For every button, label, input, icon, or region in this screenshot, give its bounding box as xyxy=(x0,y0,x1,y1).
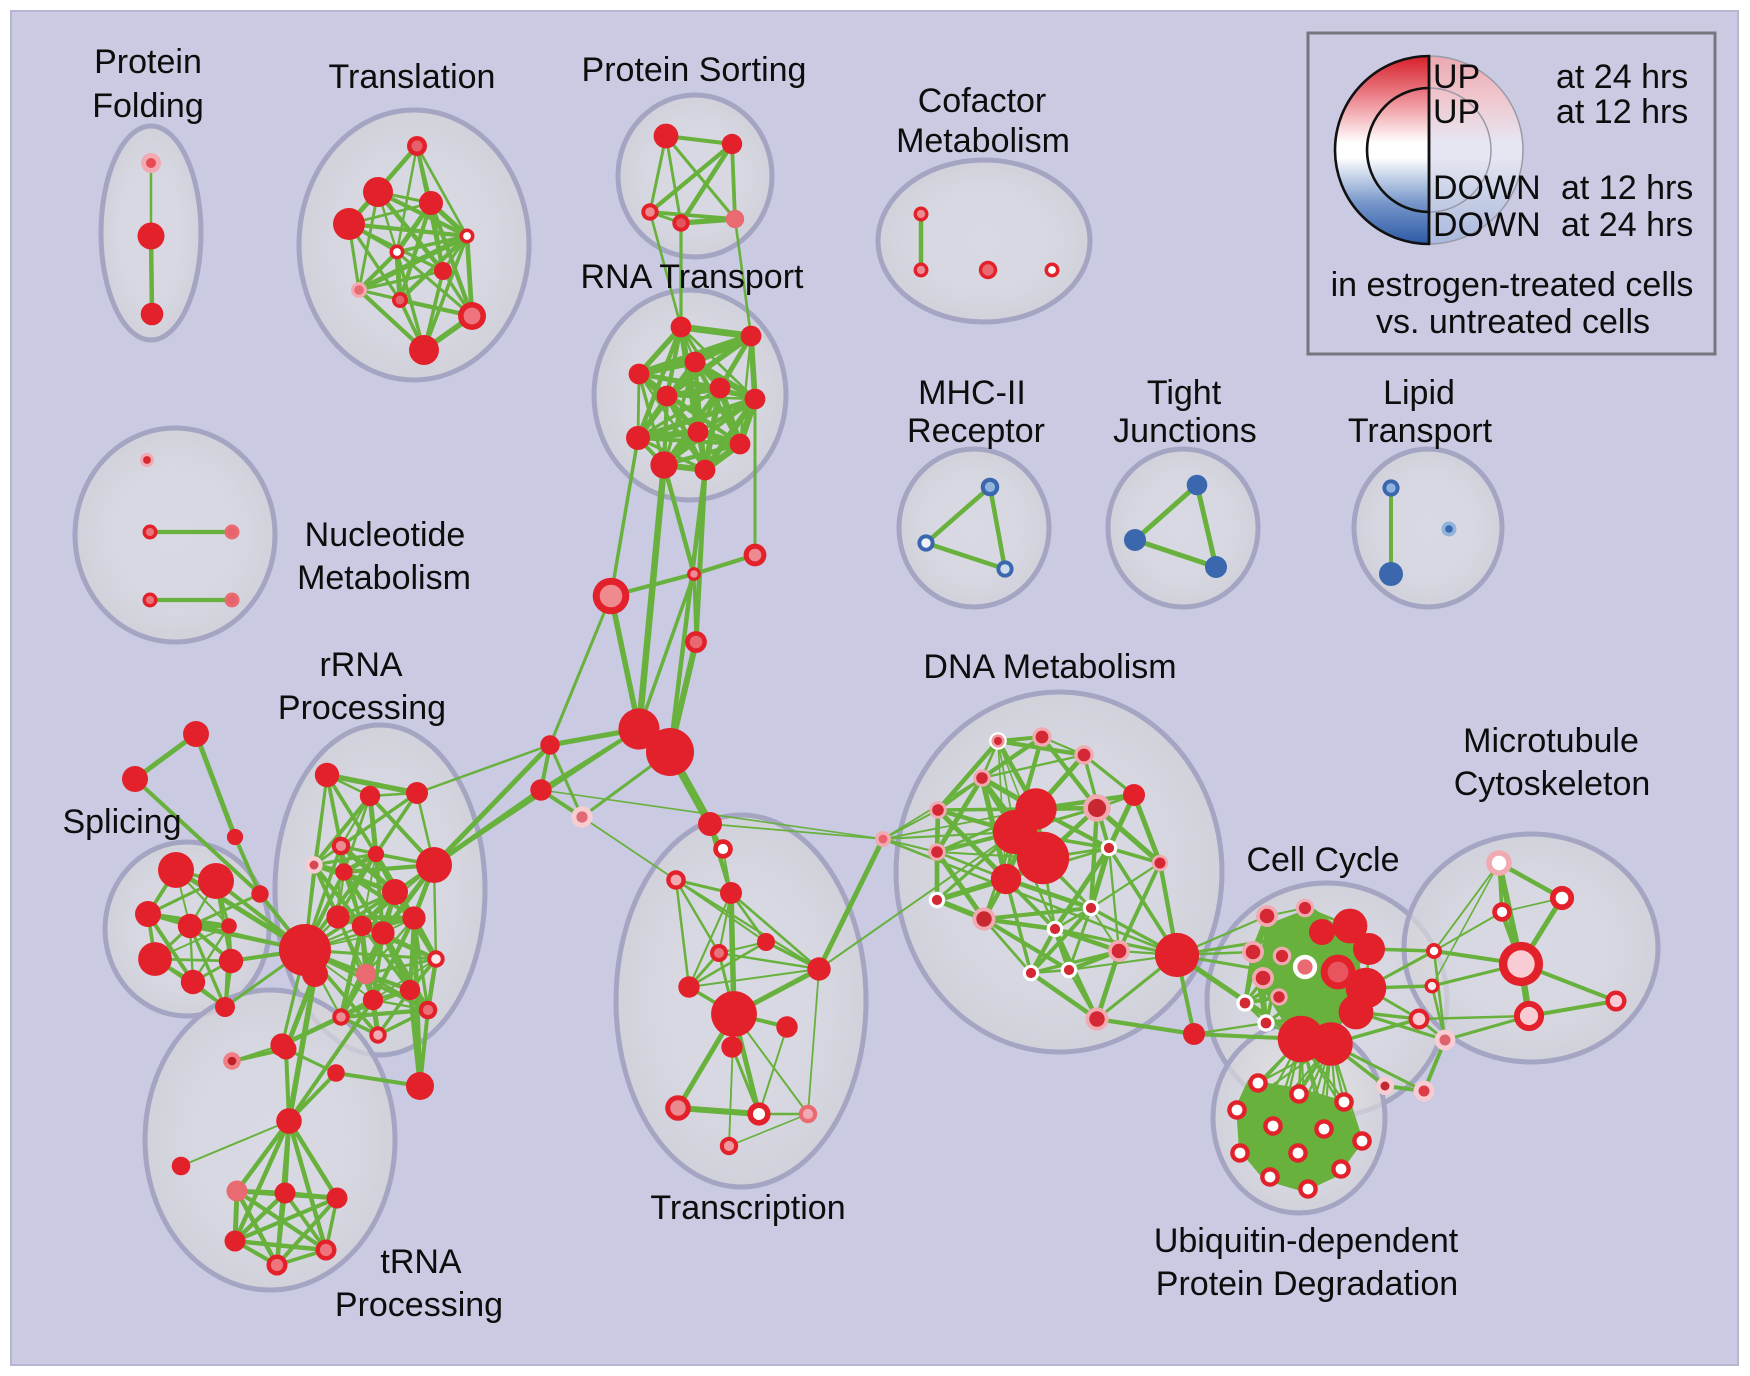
svg-text:vs. untreated cells: vs. untreated cells xyxy=(1376,303,1650,341)
svg-text:Metabolism: Metabolism xyxy=(297,559,471,597)
svg-text:at 12 hrs: at 12 hrs xyxy=(1556,93,1688,131)
svg-text:Transport: Transport xyxy=(1348,412,1493,450)
svg-text:Processing: Processing xyxy=(335,1286,503,1324)
svg-text:at 24 hrs: at 24 hrs xyxy=(1556,58,1688,96)
svg-text:Tight: Tight xyxy=(1147,374,1222,412)
svg-text:DOWN: DOWN xyxy=(1433,169,1541,207)
svg-text:rRNA: rRNA xyxy=(319,646,402,684)
svg-text:Metabolism: Metabolism xyxy=(896,122,1070,160)
svg-text:Junctions: Junctions xyxy=(1113,412,1257,450)
svg-text:Microtubule: Microtubule xyxy=(1463,722,1639,760)
svg-text:UP: UP xyxy=(1433,93,1480,131)
svg-text:Nucleotide: Nucleotide xyxy=(305,516,466,554)
svg-text:Folding: Folding xyxy=(92,87,204,125)
svg-text:Lipid: Lipid xyxy=(1383,374,1455,412)
svg-text:Receptor: Receptor xyxy=(907,412,1045,450)
svg-text:Protein: Protein xyxy=(94,43,202,81)
svg-text:tRNA: tRNA xyxy=(380,1243,462,1281)
svg-text:DNA Metabolism: DNA Metabolism xyxy=(923,648,1176,686)
svg-text:MHC-II: MHC-II xyxy=(918,374,1026,412)
svg-text:Protein Sorting: Protein Sorting xyxy=(582,51,807,89)
svg-text:Translation: Translation xyxy=(329,58,496,96)
svg-text:at 24 hrs: at 24 hrs xyxy=(1561,206,1693,244)
svg-text:Cofactor: Cofactor xyxy=(918,82,1047,120)
svg-text:DOWN: DOWN xyxy=(1433,206,1541,244)
svg-text:in estrogen-treated cells: in estrogen-treated cells xyxy=(1331,266,1694,304)
svg-text:at 12 hrs: at 12 hrs xyxy=(1561,169,1693,207)
svg-text:Processing: Processing xyxy=(278,689,446,727)
svg-text:UP: UP xyxy=(1433,58,1480,96)
svg-text:RNA Transport: RNA Transport xyxy=(581,258,805,296)
svg-text:Ubiquitin-dependent: Ubiquitin-dependent xyxy=(1154,1222,1459,1260)
svg-text:Cytoskeleton: Cytoskeleton xyxy=(1454,765,1651,803)
svg-text:Protein Degradation: Protein Degradation xyxy=(1156,1265,1458,1303)
svg-text:Transcription: Transcription xyxy=(650,1189,845,1227)
svg-text:Cell Cycle: Cell Cycle xyxy=(1246,841,1399,879)
svg-text:Splicing: Splicing xyxy=(62,803,181,841)
